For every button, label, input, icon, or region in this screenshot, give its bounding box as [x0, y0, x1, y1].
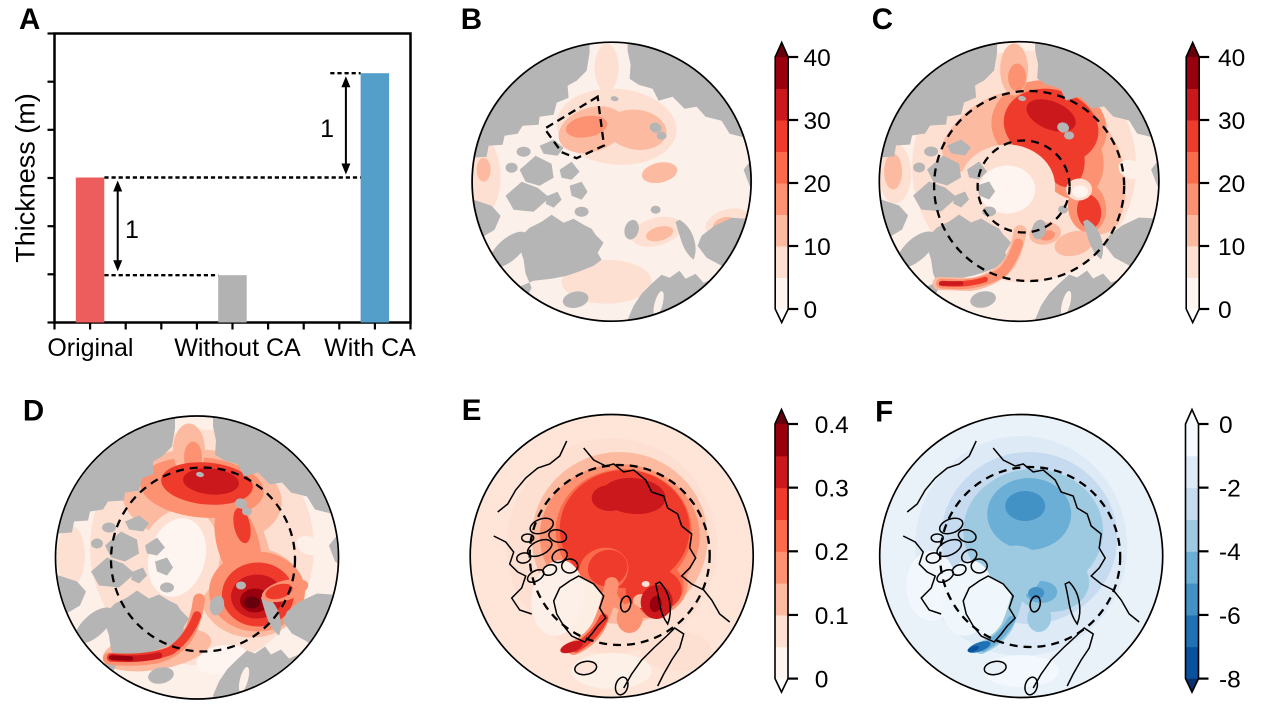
svg-text:-6: -6 — [1219, 603, 1241, 630]
svg-text:0: 0 — [815, 666, 829, 693]
svg-text:E: E — [462, 394, 482, 427]
svg-text:C: C — [872, 3, 893, 36]
svg-text:30: 30 — [1218, 108, 1245, 135]
svg-text:40: 40 — [1218, 45, 1245, 72]
svg-text:40: 40 — [804, 45, 831, 72]
svg-text:0: 0 — [1218, 297, 1232, 324]
svg-text:0.3: 0.3 — [815, 475, 849, 502]
svg-text:10: 10 — [1218, 234, 1245, 261]
svg-text:1: 1 — [320, 115, 334, 143]
svg-text:F: F — [875, 395, 893, 428]
svg-text:0.4: 0.4 — [815, 412, 849, 439]
svg-text:0: 0 — [1219, 412, 1233, 439]
svg-text:10: 10 — [804, 234, 831, 261]
svg-text:20: 20 — [1218, 171, 1245, 198]
svg-text:1: 1 — [125, 216, 139, 244]
svg-text:20: 20 — [804, 171, 831, 198]
svg-text:0: 0 — [804, 297, 818, 324]
svg-text:30: 30 — [804, 108, 831, 135]
svg-text:A: A — [19, 3, 40, 36]
svg-text:-4: -4 — [1219, 539, 1241, 566]
svg-text:With CA: With CA — [324, 334, 416, 362]
svg-text:D: D — [23, 395, 44, 428]
svg-text:-2: -2 — [1219, 475, 1241, 502]
svg-text:0.1: 0.1 — [815, 603, 849, 630]
svg-text:B: B — [461, 3, 482, 36]
svg-text:Thickness (m): Thickness (m) — [11, 93, 41, 263]
svg-text:0.2: 0.2 — [815, 539, 849, 566]
svg-text:Original: Original — [47, 334, 133, 362]
svg-text:-8: -8 — [1219, 666, 1241, 693]
svg-text:Without CA: Without CA — [174, 334, 301, 362]
